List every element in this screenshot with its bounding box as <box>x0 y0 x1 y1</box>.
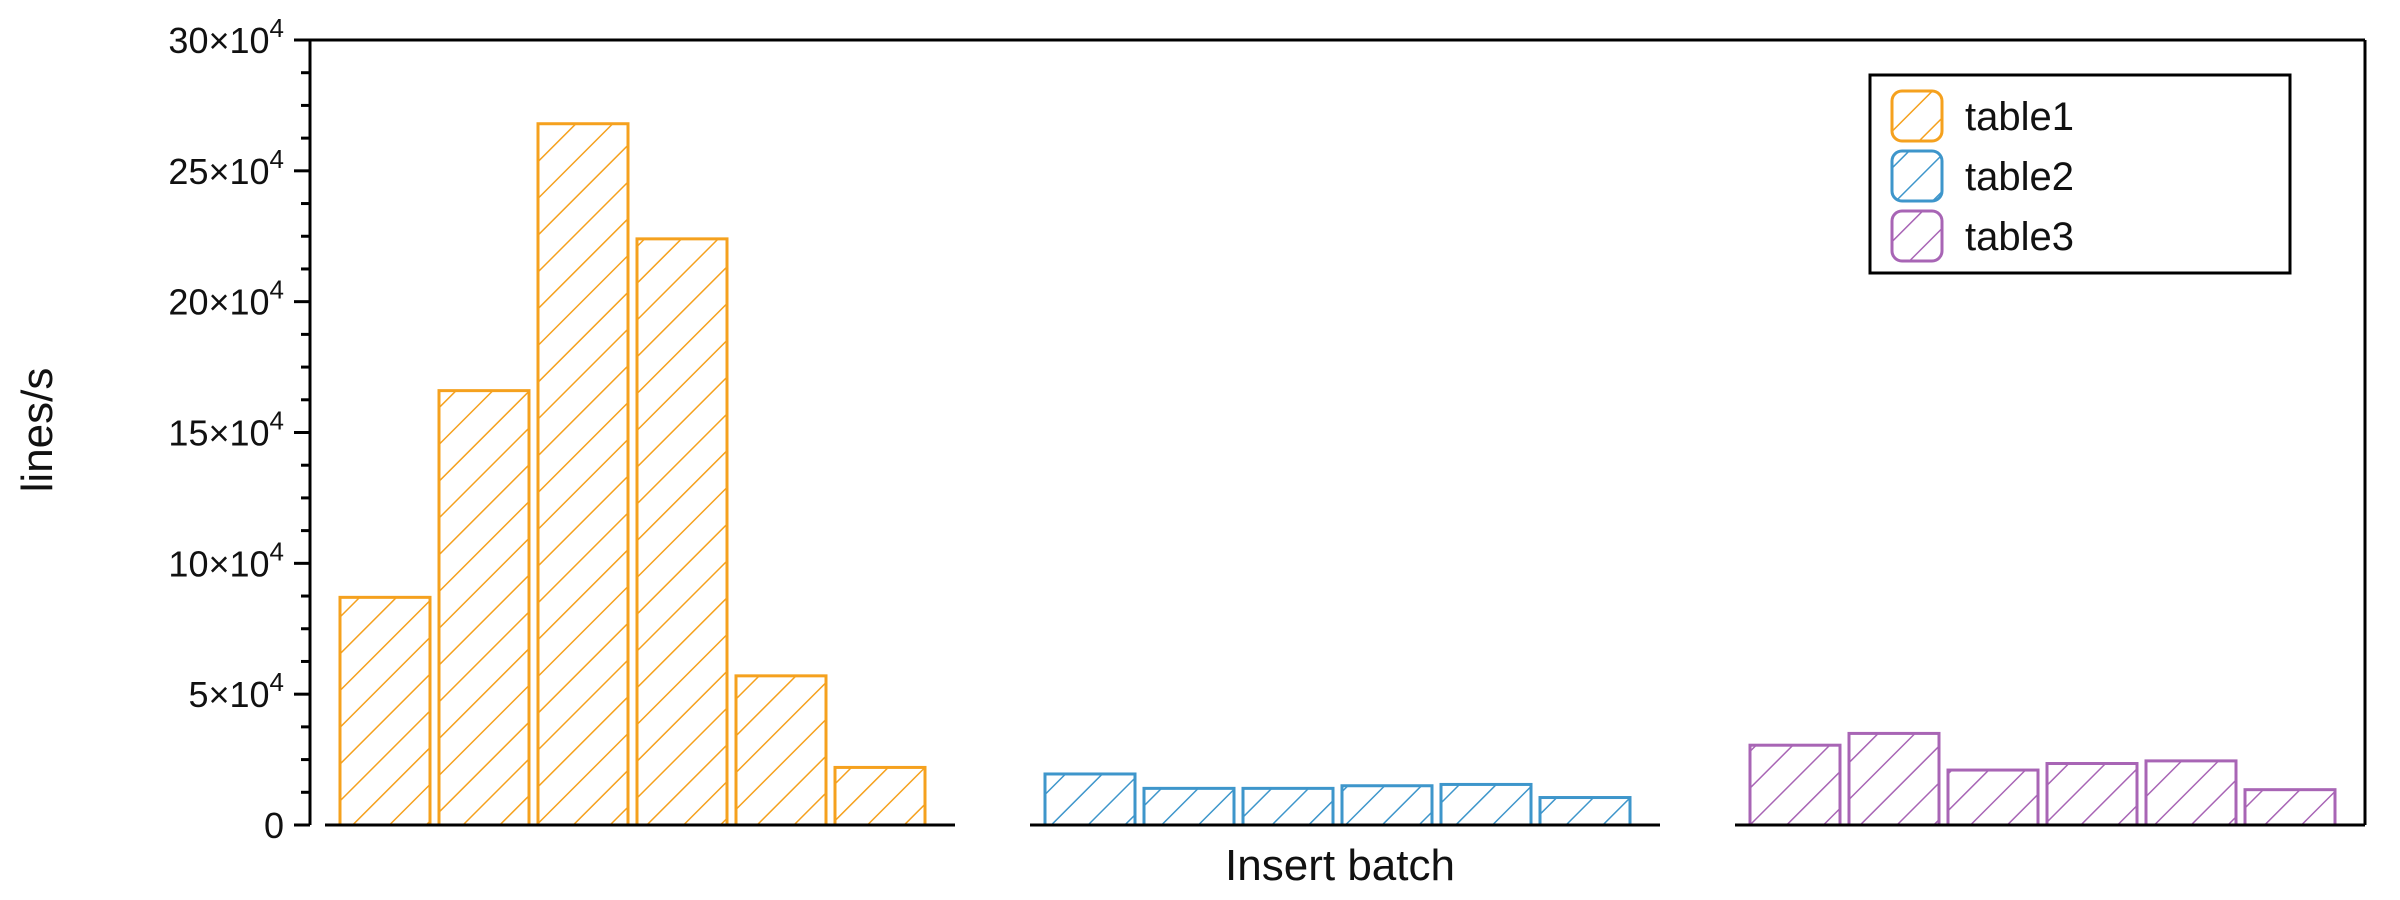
bar-table1-3 <box>536 122 630 827</box>
bar-table3-2 <box>1847 731 1941 827</box>
y-tick-label: 0 <box>264 805 284 846</box>
bar-table2-6 <box>1538 796 1632 827</box>
bar-table1-5 <box>734 674 828 827</box>
bars-layer <box>338 122 2337 827</box>
bar-table2-5 <box>1439 782 1533 827</box>
y-tick-label: 25×104 <box>168 144 284 192</box>
bar-table2-3 <box>1241 786 1335 827</box>
bar-table3-4 <box>2045 762 2139 827</box>
bar-table1-1 <box>338 595 432 827</box>
legend-label-table2: table2 <box>1965 155 2074 199</box>
y-tick-label: 30×104 <box>168 13 284 61</box>
legend-label-table1: table1 <box>1965 95 2074 139</box>
legend: table1 table2 table3 <box>1868 73 2292 275</box>
series-table3 <box>1748 731 2337 827</box>
y-axis-ticks: 0 5×104 10×104 15×104 20×104 25×104 30×104 <box>168 13 310 846</box>
bar-table2-4 <box>1340 784 1434 827</box>
legend-swatch-table1 <box>1890 89 1944 143</box>
series-table2 <box>1043 772 1632 827</box>
bar-table3-5 <box>2144 759 2238 827</box>
y-tick-label: 15×104 <box>168 406 284 454</box>
y-tick-label: 5×104 <box>188 667 284 715</box>
bar-table2-1 <box>1043 772 1137 827</box>
legend-label-table3: table3 <box>1965 215 2074 259</box>
bar-table1-2 <box>437 389 531 827</box>
y-tick-label: 20×104 <box>168 275 284 323</box>
bar-table2-2 <box>1142 786 1236 827</box>
bar-table1-4 <box>635 237 729 827</box>
x-axis-title: Insert batch <box>1225 841 1455 890</box>
legend-swatch-table2 <box>1890 149 1944 203</box>
y-tick-label: 10×104 <box>168 536 284 584</box>
bar-table3-1 <box>1748 743 1842 827</box>
y-axis-title: lines/s <box>13 368 62 493</box>
bar-table1-6 <box>833 765 927 827</box>
legend-swatch-table3 <box>1890 209 1944 263</box>
bar-table3-6 <box>2243 788 2337 827</box>
series-table1 <box>338 122 927 827</box>
bar-table3-3 <box>1946 768 2040 827</box>
